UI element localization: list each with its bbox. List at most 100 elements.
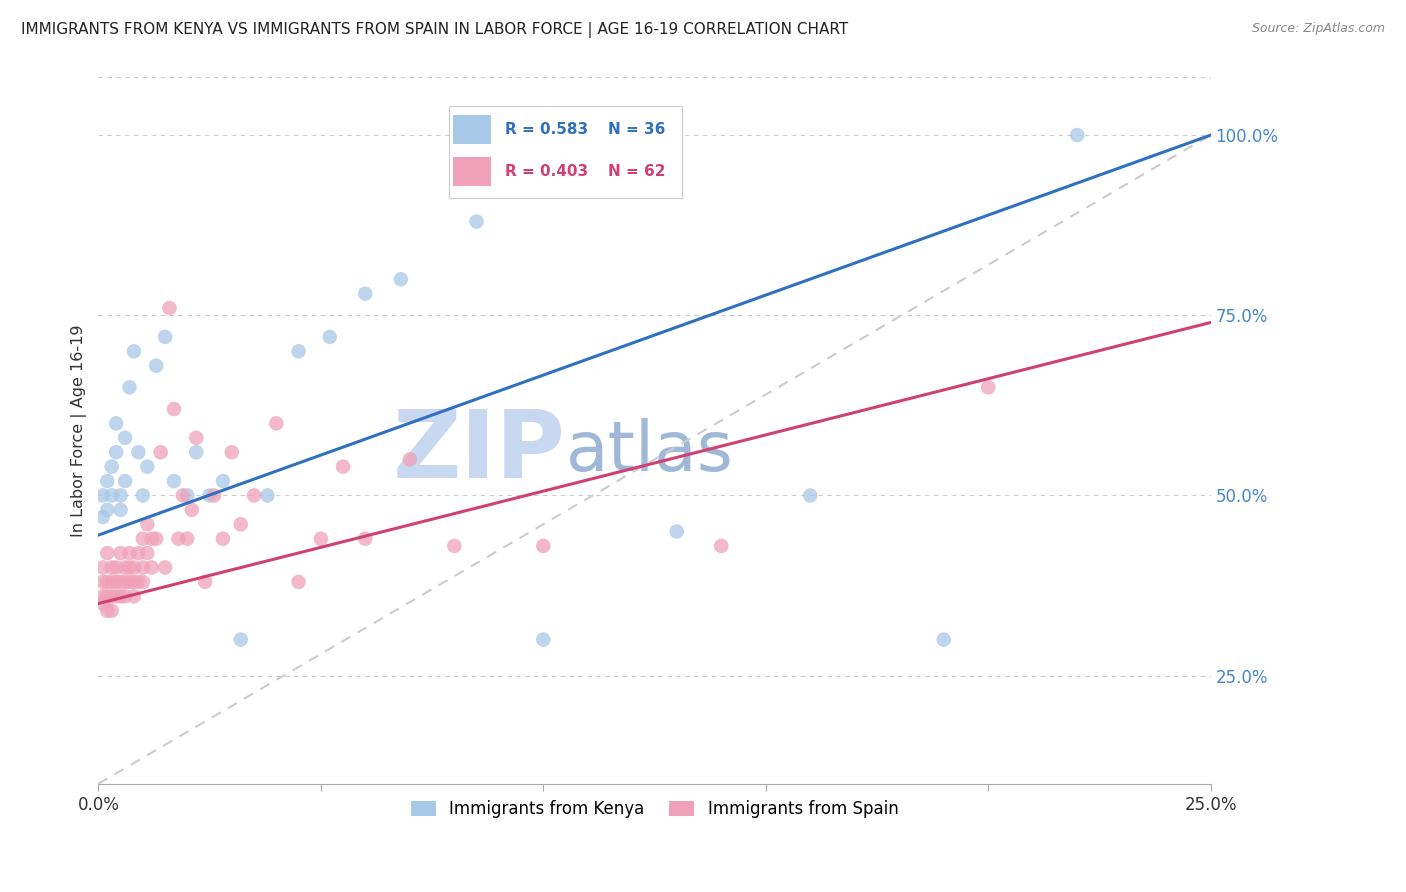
Point <box>141 532 163 546</box>
Point <box>221 445 243 459</box>
Point <box>91 510 114 524</box>
Point <box>159 301 181 315</box>
Point <box>167 532 190 546</box>
Point <box>977 380 1000 394</box>
Point <box>319 330 342 344</box>
Point <box>172 488 194 502</box>
Point <box>443 539 465 553</box>
Point <box>114 560 136 574</box>
Point <box>145 532 167 546</box>
Point <box>122 344 145 359</box>
Legend: Immigrants from Kenya, Immigrants from Spain: Immigrants from Kenya, Immigrants from S… <box>404 794 905 825</box>
Point <box>799 488 821 502</box>
Point <box>287 574 309 589</box>
Point <box>96 604 118 618</box>
Point <box>212 474 235 488</box>
Point <box>186 445 208 459</box>
Point <box>122 574 145 589</box>
Point <box>531 632 554 647</box>
Text: atlas: atlas <box>565 418 734 485</box>
Point <box>110 488 132 502</box>
Point <box>186 431 208 445</box>
Point <box>105 445 128 459</box>
Point <box>118 560 141 574</box>
Point <box>710 539 733 553</box>
Point <box>176 488 198 502</box>
Point <box>266 417 288 431</box>
Point <box>127 574 149 589</box>
Point <box>100 560 122 574</box>
Point <box>110 590 132 604</box>
Point <box>163 474 186 488</box>
Point <box>132 532 155 546</box>
Point <box>136 459 159 474</box>
Point <box>180 503 202 517</box>
Point <box>309 532 332 546</box>
Point <box>127 445 149 459</box>
Point <box>91 560 114 574</box>
Point <box>194 574 217 589</box>
Point <box>153 560 176 574</box>
Point <box>354 286 377 301</box>
Point <box>141 560 163 574</box>
Point <box>114 574 136 589</box>
Point <box>176 532 198 546</box>
Point <box>1066 128 1088 142</box>
Point <box>105 590 128 604</box>
Point <box>100 488 122 502</box>
Point <box>398 452 420 467</box>
Point <box>96 574 118 589</box>
Point <box>132 488 155 502</box>
Point <box>127 546 149 560</box>
Point <box>243 488 266 502</box>
Point <box>229 632 252 647</box>
Point <box>114 431 136 445</box>
Point <box>332 459 354 474</box>
Point <box>114 590 136 604</box>
Point <box>229 517 252 532</box>
Point <box>105 417 128 431</box>
Point <box>122 560 145 574</box>
Point <box>212 532 235 546</box>
Text: ZIP: ZIP <box>392 406 565 498</box>
Point <box>91 590 114 604</box>
Point <box>96 546 118 560</box>
Point <box>665 524 688 539</box>
Point <box>256 488 278 502</box>
Point <box>100 604 122 618</box>
Point <box>100 590 122 604</box>
Point <box>149 445 172 459</box>
Point <box>153 330 176 344</box>
Text: Source: ZipAtlas.com: Source: ZipAtlas.com <box>1251 22 1385 36</box>
Point <box>136 517 159 532</box>
Point <box>145 359 167 373</box>
Point <box>96 590 118 604</box>
Point <box>91 574 114 589</box>
Point <box>163 401 186 416</box>
Point <box>110 574 132 589</box>
Point <box>465 214 488 228</box>
Point <box>100 459 122 474</box>
Text: IMMIGRANTS FROM KENYA VS IMMIGRANTS FROM SPAIN IN LABOR FORCE | AGE 16-19 CORREL: IMMIGRANTS FROM KENYA VS IMMIGRANTS FROM… <box>21 22 848 38</box>
Point <box>91 488 114 502</box>
Point <box>198 488 221 502</box>
Point <box>354 532 377 546</box>
Point <box>531 539 554 553</box>
Point <box>100 574 122 589</box>
Point <box>132 574 155 589</box>
Point <box>110 503 132 517</box>
Point <box>202 488 225 502</box>
Point <box>96 503 118 517</box>
Point <box>118 380 141 394</box>
Point <box>105 560 128 574</box>
Point <box>114 474 136 488</box>
Point <box>105 574 128 589</box>
Point <box>96 474 118 488</box>
Point <box>932 632 955 647</box>
Y-axis label: In Labor Force | Age 16-19: In Labor Force | Age 16-19 <box>72 325 87 537</box>
Point <box>132 560 155 574</box>
Point <box>122 590 145 604</box>
Point <box>91 597 114 611</box>
Point <box>118 574 141 589</box>
Point <box>118 546 141 560</box>
